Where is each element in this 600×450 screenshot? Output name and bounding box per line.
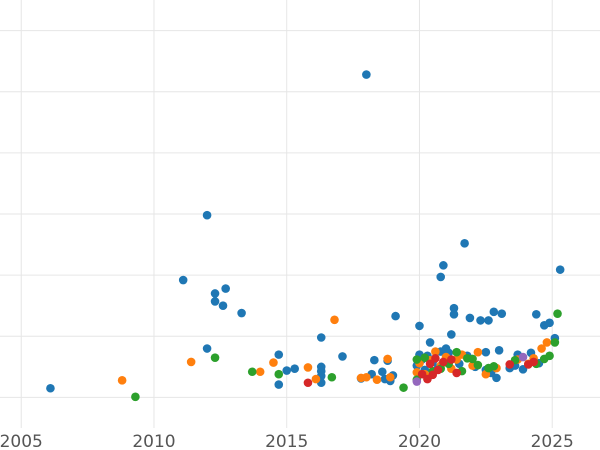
x-axis-tick-labels: 2005 2010 2015 2020 2025 (0, 432, 574, 450)
point-blue-20 (362, 70, 371, 79)
point-blue-0 (46, 383, 55, 393)
point-blue-11 (282, 366, 292, 375)
point-blue-50 (465, 313, 475, 323)
point-blue-13 (316, 333, 326, 342)
point-green-23 (550, 338, 560, 347)
point-blue-2 (202, 210, 212, 220)
point-blue-10 (274, 380, 284, 389)
point-red-9 (452, 368, 461, 378)
point-red-5 (431, 353, 440, 363)
point-orange-29 (537, 344, 546, 353)
point-green-0 (131, 392, 140, 402)
point-blue-5 (210, 297, 220, 306)
point-orange-1 (186, 357, 196, 367)
point-blue-58 (492, 373, 501, 383)
point-orange-4 (303, 363, 313, 372)
point-green-18 (489, 361, 499, 371)
point-blue-48 (460, 239, 469, 248)
point-green-3 (274, 369, 284, 379)
point-blue-66 (531, 309, 541, 319)
point-blue-69 (545, 318, 554, 328)
point-green-2 (247, 367, 257, 377)
point-orange-5 (311, 374, 321, 384)
point-orange-30 (542, 338, 552, 347)
point-blue-8 (237, 308, 246, 318)
point-orange-6 (330, 315, 339, 325)
point-orange-2 (255, 367, 265, 377)
point-green-4 (327, 372, 337, 382)
horizontal-gridlines (0, 30, 600, 398)
point-green-15 (468, 354, 477, 364)
point-red-10 (505, 360, 515, 369)
point-red-7 (439, 357, 448, 367)
point-red-3 (425, 359, 435, 369)
point-orange-3 (269, 358, 278, 367)
x-tick-label-4: 2025 (531, 432, 574, 450)
point-blue-40 (439, 261, 448, 270)
point-orange-0 (117, 376, 127, 385)
point-green-22 (545, 351, 554, 361)
point-orange-10 (383, 354, 392, 364)
point-blue-12 (290, 364, 299, 373)
point-green-12 (452, 347, 461, 357)
point-green-8 (420, 353, 430, 362)
point-orange-16 (431, 347, 440, 356)
point-blue-60 (497, 309, 507, 318)
point-orange-8 (362, 372, 371, 382)
point-blue-52 (476, 316, 485, 325)
point-green-24 (553, 309, 562, 318)
point-blue-4 (210, 289, 220, 298)
point-blue-9 (274, 350, 284, 359)
point-blue-23 (378, 367, 387, 377)
point-blue-1 (178, 275, 188, 285)
point-green-7 (412, 355, 422, 364)
point-green-1 (210, 353, 220, 362)
point-blue-28 (391, 311, 400, 321)
x-tick-label-1: 2010 (132, 432, 175, 450)
point-green-16 (473, 360, 483, 370)
x-tick-label-2: 2015 (265, 432, 308, 450)
point-blue-57 (489, 307, 499, 317)
data-points (46, 70, 565, 402)
point-blue-3 (202, 344, 212, 353)
point-purple-0 (412, 377, 422, 386)
point-blue-46 (449, 309, 459, 319)
point-blue-6 (218, 301, 228, 311)
point-red-0 (303, 378, 313, 388)
point-blue-59 (494, 346, 504, 355)
point-blue-55 (484, 316, 493, 325)
x-tick-label-0: 2005 (0, 432, 43, 450)
point-blue-31 (415, 321, 424, 331)
point-red-12 (529, 357, 538, 367)
point-blue-54 (481, 347, 491, 357)
point-blue-35 (425, 338, 435, 347)
point-blue-44 (447, 330, 456, 339)
point-blue-18 (338, 352, 347, 361)
point-red-6 (433, 365, 443, 375)
point-orange-11 (385, 372, 395, 382)
point-blue-45 (449, 303, 459, 313)
point-blue-39 (436, 272, 446, 282)
point-red-8 (447, 355, 456, 364)
point-blue-71 (555, 265, 565, 274)
point-green-5 (399, 383, 408, 392)
x-tick-label-3: 2020 (398, 432, 441, 450)
point-blue-7 (221, 284, 230, 293)
point-orange-9 (372, 375, 382, 384)
point-purple-1 (518, 352, 528, 362)
point-orange-23 (473, 347, 483, 357)
point-blue-22 (370, 355, 379, 365)
